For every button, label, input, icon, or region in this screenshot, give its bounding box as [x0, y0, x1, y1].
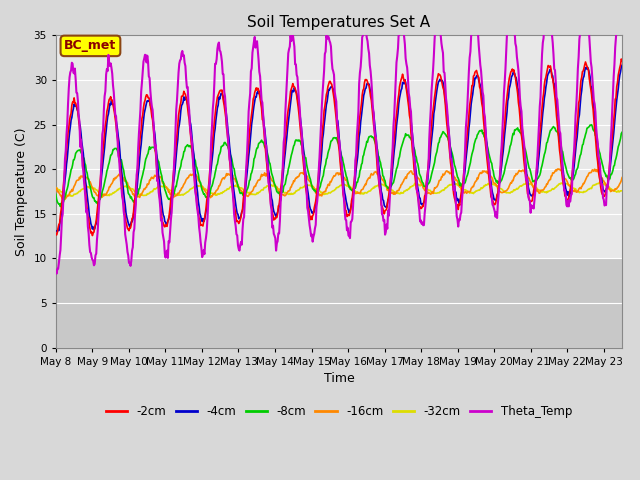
Text: BC_met: BC_met	[65, 39, 116, 52]
X-axis label: Time: Time	[324, 372, 355, 385]
Y-axis label: Soil Temperature (C): Soil Temperature (C)	[15, 127, 28, 256]
Bar	[56, 36, 622, 258]
Legend: -2cm, -4cm, -8cm, -16cm, -32cm, Theta_Temp: -2cm, -4cm, -8cm, -16cm, -32cm, Theta_Te…	[101, 400, 577, 423]
Title: Soil Temperatures Set A: Soil Temperatures Set A	[248, 15, 431, 30]
